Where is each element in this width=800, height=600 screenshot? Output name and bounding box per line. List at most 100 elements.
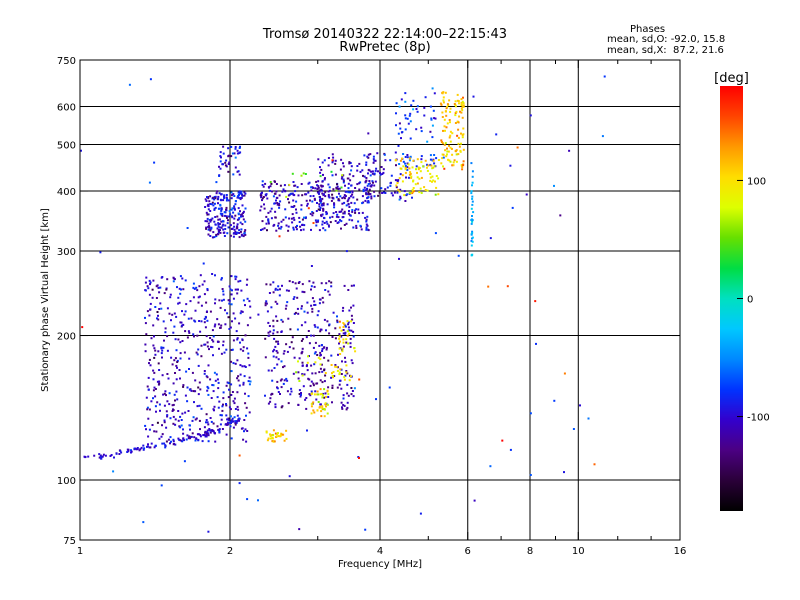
- data-point: [270, 207, 273, 210]
- data-point: [153, 335, 155, 338]
- data-point: [338, 320, 341, 323]
- data-point: [307, 355, 309, 358]
- data-point: [399, 159, 402, 162]
- data-point: [399, 167, 402, 170]
- data-point: [404, 166, 407, 169]
- data-point: [267, 321, 270, 324]
- data-point: [330, 199, 333, 202]
- data-point: [372, 181, 374, 184]
- data-point: [147, 435, 150, 438]
- data-point: [188, 331, 191, 334]
- data-point: [285, 343, 288, 346]
- data-point: [457, 142, 460, 145]
- data-point: [373, 159, 376, 162]
- data-point: [142, 448, 145, 451]
- data-point: [351, 209, 354, 211]
- data-point: [128, 83, 131, 86]
- data-point: [312, 382, 315, 385]
- data-point: [209, 229, 212, 232]
- data-point: [220, 193, 223, 196]
- data-point: [157, 362, 160, 365]
- data-point: [416, 176, 419, 179]
- data-point: [327, 393, 330, 396]
- data-point: [342, 162, 344, 165]
- data-point: [342, 397, 345, 400]
- data-point: [262, 196, 265, 198]
- data-point: [434, 117, 437, 120]
- data-point: [307, 182, 310, 185]
- data-point: [406, 117, 409, 120]
- data-point: [341, 347, 344, 350]
- data-point: [238, 217, 241, 220]
- data-point: [157, 314, 159, 317]
- data-point: [444, 110, 447, 113]
- data-point: [153, 161, 156, 164]
- data-point: [431, 124, 434, 127]
- data-point: [322, 227, 325, 230]
- data-point: [309, 199, 311, 202]
- data-point: [370, 184, 373, 187]
- data-point: [186, 434, 189, 437]
- data-point: [291, 281, 294, 284]
- data-point: [321, 185, 324, 188]
- data-point: [367, 229, 370, 232]
- data-point: [409, 120, 412, 123]
- data-point: [417, 166, 420, 169]
- data-point: [336, 321, 339, 324]
- data-point: [410, 104, 413, 107]
- data-point: [120, 451, 123, 454]
- data-point: [142, 521, 145, 524]
- data-point: [223, 195, 225, 198]
- data-point: [412, 99, 415, 102]
- data-point: [237, 212, 240, 215]
- data-point: [286, 350, 289, 353]
- data-point: [407, 163, 410, 166]
- data-point: [283, 365, 286, 368]
- data-point: [341, 208, 344, 211]
- data-point: [338, 373, 341, 376]
- data-point: [207, 228, 210, 231]
- data-point: [176, 286, 178, 289]
- data-point: [268, 292, 271, 294]
- data-point: [440, 103, 443, 106]
- data-point: [371, 180, 374, 183]
- data-point: [300, 183, 303, 185]
- data-point: [174, 443, 177, 446]
- data-point: [224, 164, 227, 167]
- data-point: [261, 199, 263, 202]
- data-point: [192, 286, 195, 289]
- data-point: [161, 349, 164, 352]
- data-point: [152, 369, 155, 372]
- data-point: [364, 528, 367, 531]
- data-point: [358, 378, 361, 381]
- data-point: [350, 165, 353, 168]
- data-point: [297, 360, 299, 363]
- data-point: [352, 304, 355, 307]
- data-point: [147, 376, 150, 379]
- data-point: [285, 377, 288, 380]
- data-point: [344, 356, 346, 359]
- data-point: [338, 211, 341, 213]
- data-point: [310, 304, 313, 307]
- data-point: [173, 393, 176, 396]
- data-point: [362, 188, 365, 191]
- y-tick-label: 750: [57, 56, 76, 67]
- data-point: [170, 319, 172, 322]
- data-point: [210, 203, 213, 206]
- data-point: [320, 344, 323, 347]
- data-point: [246, 430, 249, 432]
- data-point: [348, 379, 351, 382]
- data-point: [437, 177, 440, 180]
- data-point: [230, 370, 233, 373]
- data-point: [153, 446, 156, 449]
- data-point: [351, 362, 354, 365]
- data-point: [197, 364, 200, 367]
- data-point: [302, 172, 305, 175]
- data-point: [163, 404, 166, 407]
- data-point: [244, 207, 247, 210]
- data-point: [212, 408, 215, 411]
- data-point: [317, 220, 319, 223]
- data-point: [444, 129, 446, 132]
- data-point: [354, 211, 357, 214]
- data-point: [446, 150, 449, 153]
